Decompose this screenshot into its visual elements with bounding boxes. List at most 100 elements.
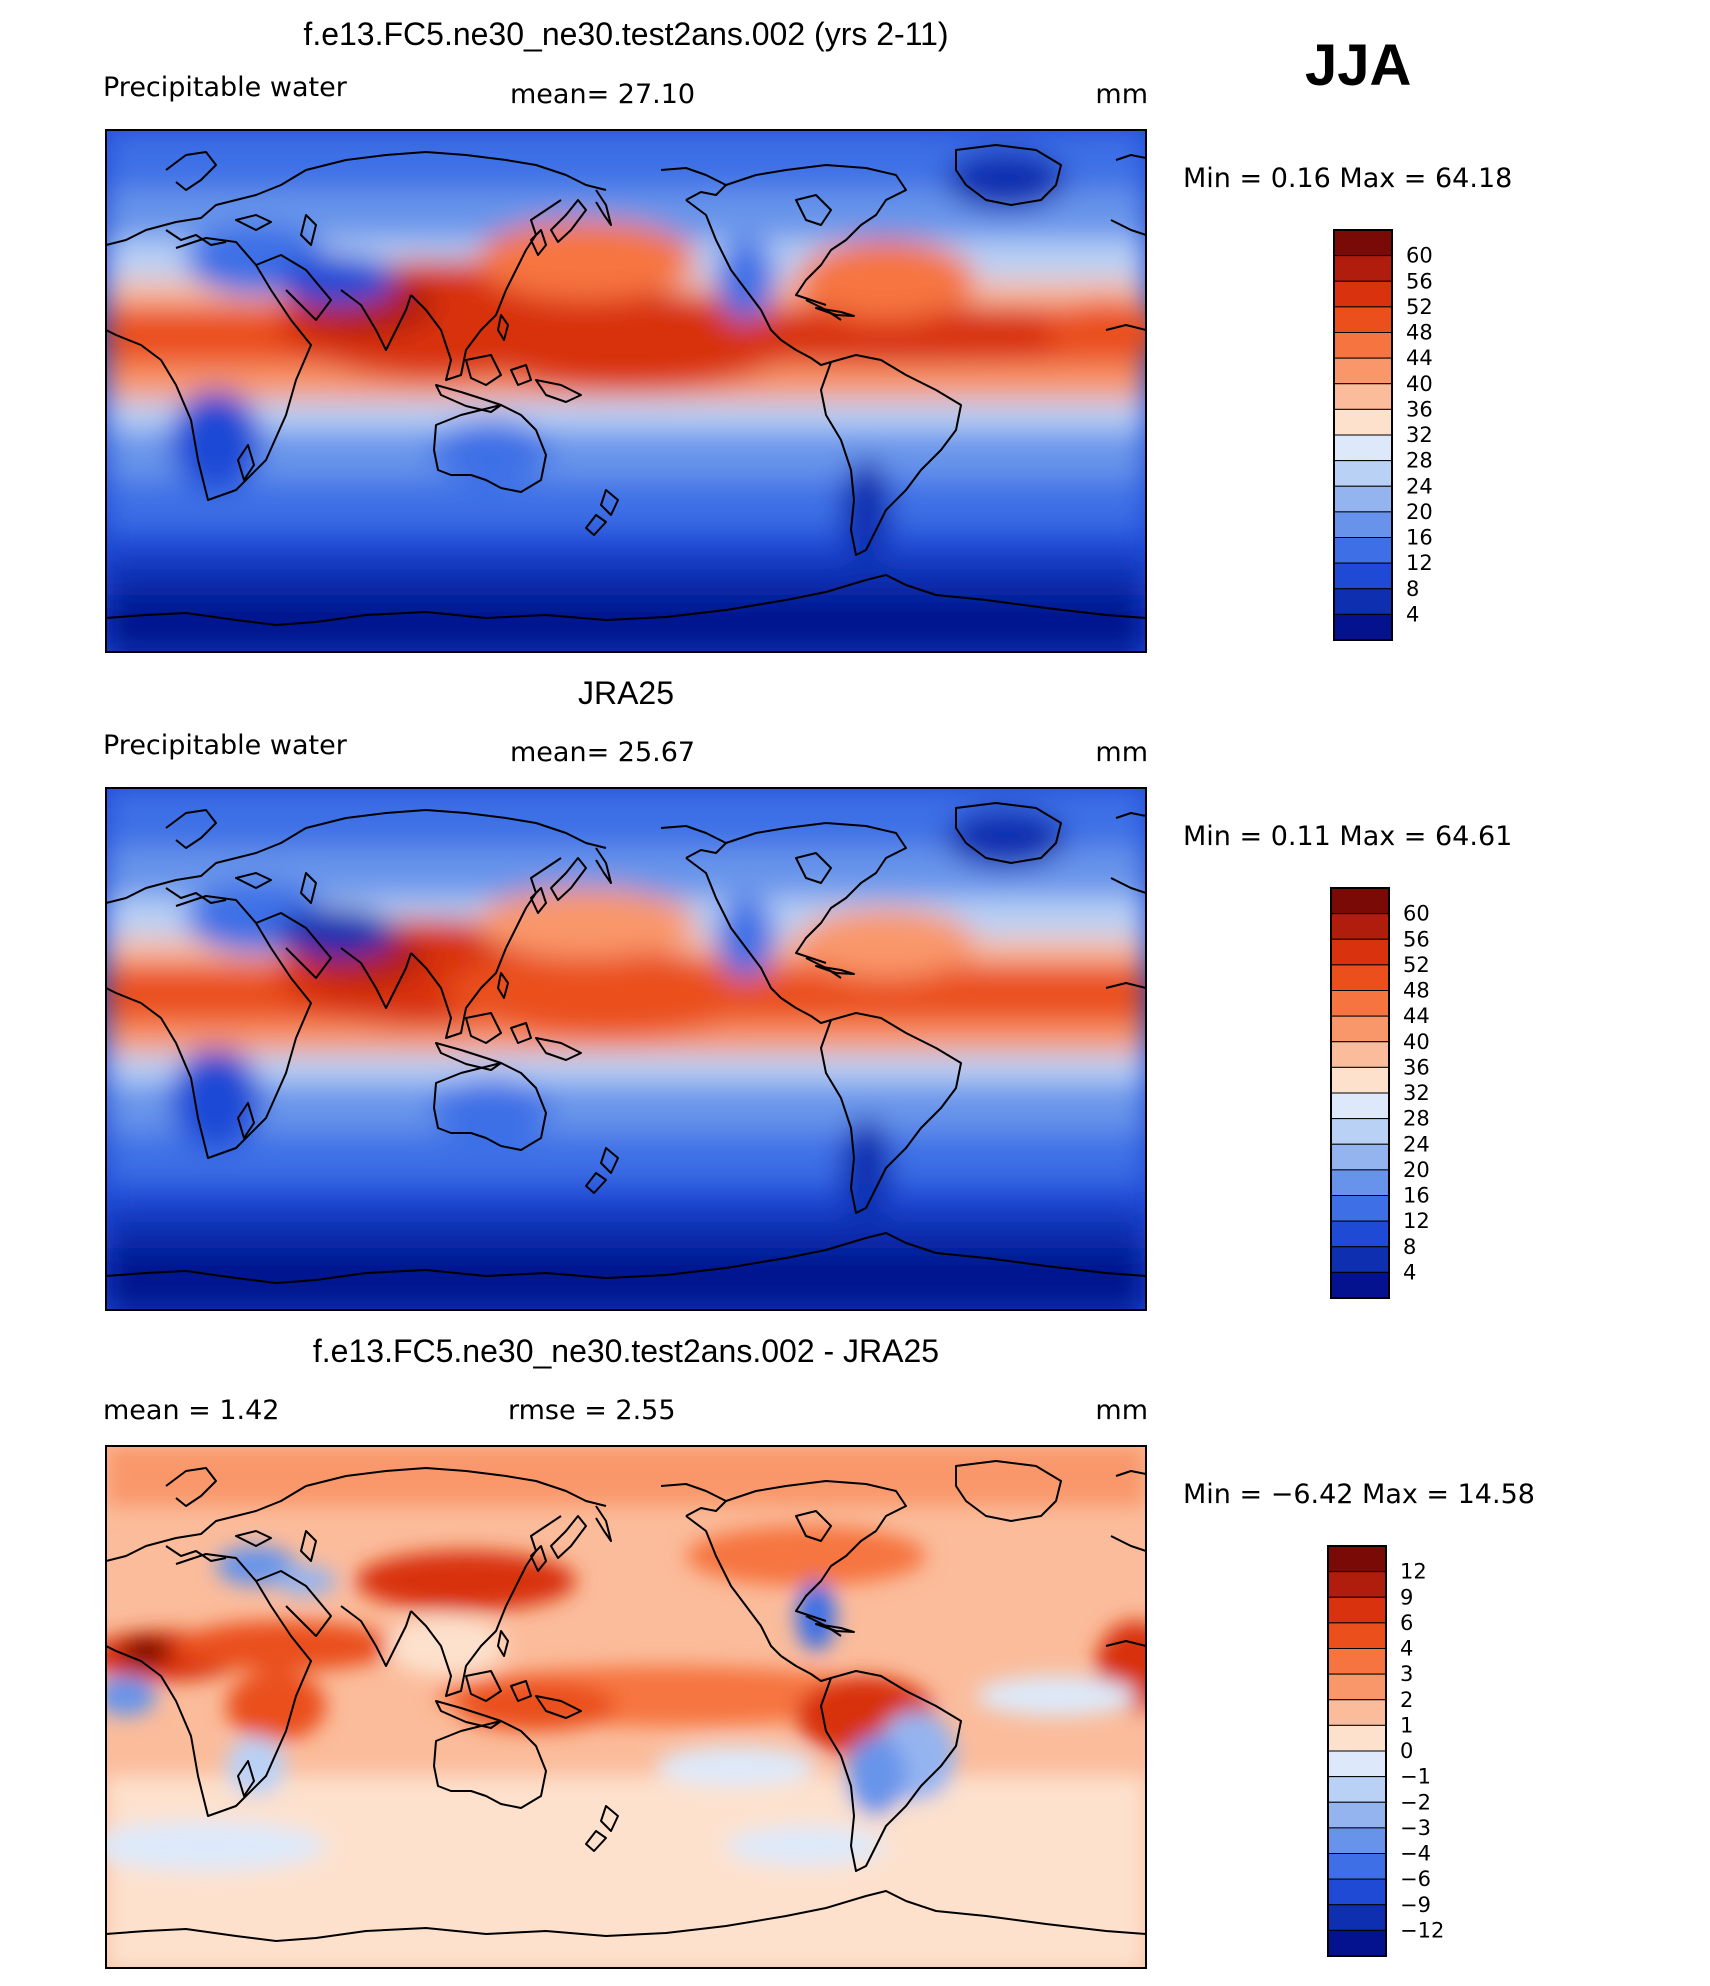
colorbar-swatch [1327, 1724, 1387, 1752]
colorbar-swatch [1327, 1648, 1387, 1675]
colorbar-swatch [1327, 1545, 1387, 1573]
variable-label: Precipitable water [103, 730, 348, 761]
colorbar-tick-label: 60 [1406, 244, 1433, 268]
map-field [106, 788, 1146, 1310]
colorbar-swatch [1327, 1929, 1387, 1957]
panel-obs: JRA25 Precipitable water mean= 25.67 mm … [103, 675, 1512, 1311]
colorbar-swatch [1333, 537, 1393, 564]
colorbar-swatch [1333, 460, 1393, 487]
mean-label: mean= 27.10 [510, 79, 695, 110]
colorbar-swatch [1333, 562, 1393, 590]
colorbar-swatch [1330, 1015, 1390, 1043]
colorbar-frame [1330, 887, 1390, 1299]
colorbar-swatch [1330, 964, 1390, 991]
rmse-label: rmse = 2.55 [508, 1395, 676, 1426]
colorbar-tick-label: 12 [1403, 1209, 1430, 1233]
mean-label: mean = 1.42 [103, 1395, 279, 1426]
colorbar-tick-label: 60 [1403, 902, 1430, 926]
panel-model: f.e13.FC5.ne30_ne30.test2ans.002 (yrs 2-… [103, 16, 1512, 653]
colorbar-swatch [1333, 434, 1393, 462]
colorbar-swatch [1333, 357, 1393, 385]
colorbar-tick-label: −6 [1400, 1867, 1431, 1891]
colorbar-swatch [1333, 332, 1393, 359]
colorbar-tick-label: 36 [1406, 397, 1433, 421]
colorbar-tick-label: 32 [1403, 1081, 1430, 1105]
colorbar-tick-label: −2 [1400, 1790, 1431, 1814]
colorbar-tick-label: 56 [1403, 927, 1430, 951]
colorbar-tick-label: −9 [1400, 1893, 1431, 1917]
minmax-label: Min = 0.16 Max = 64.18 [1183, 163, 1512, 194]
colorbar-swatch [1333, 383, 1393, 410]
colorbar-tick-label: 16 [1403, 1184, 1430, 1208]
colorbar-swatch [1330, 913, 1390, 940]
map-field [106, 130, 1146, 652]
panel-diff: f.e13.FC5.ne30_ne30.test2ans.002 - JRA25… [103, 1333, 1535, 1969]
units-label: mm [1095, 79, 1148, 110]
colorbar-tick-label: 2 [1400, 1688, 1413, 1712]
colorbar-swatch [1330, 887, 1390, 915]
colorbar-tick-label: −12 [1400, 1918, 1444, 1942]
colorbar-tick-label: 48 [1403, 979, 1430, 1003]
colorbar-tick-label: 28 [1403, 1107, 1430, 1131]
panel-title: f.e13.FC5.ne30_ne30.test2ans.002 - JRA25 [313, 1333, 939, 1369]
colorbar-tick-label: 52 [1403, 953, 1430, 977]
colorbar-tick-label: 1 [1400, 1713, 1413, 1737]
colorbar-tick-label: 16 [1406, 526, 1433, 550]
colorbar-swatch [1330, 1143, 1390, 1171]
colorbar-swatch [1333, 485, 1393, 513]
colorbar-tick-label: 44 [1406, 346, 1433, 370]
colorbar-swatch [1330, 1041, 1390, 1068]
colorbar-tick-label: −1 [1400, 1765, 1431, 1789]
colorbar-swatch [1330, 938, 1390, 966]
colorbar-tick-label: 8 [1403, 1235, 1416, 1259]
colorbar-tick-label: 6 [1400, 1611, 1413, 1635]
colorbar-frame [1333, 229, 1393, 641]
units-label: mm [1095, 1395, 1148, 1426]
colorbar-tick-label: 28 [1406, 449, 1433, 473]
colorbar-swatch [1327, 1750, 1387, 1778]
colorbar-swatch [1327, 1571, 1387, 1598]
colorbar-swatch [1330, 1195, 1390, 1222]
colorbar-tick-label: 0 [1400, 1739, 1413, 1763]
panel-title: JRA25 [578, 675, 674, 711]
colorbar-tick-label: 24 [1406, 474, 1433, 498]
colorbar-tick-label: 12 [1406, 551, 1433, 575]
colorbar-frame [1327, 1545, 1387, 1957]
colorbar-tick-label: 32 [1406, 423, 1433, 447]
panel-title: f.e13.FC5.ne30_ne30.test2ans.002 (yrs 2-… [303, 16, 948, 52]
colorbar-swatch [1333, 306, 1393, 333]
colorbar-swatch [1333, 408, 1393, 436]
colorbar-tick-label: 44 [1403, 1004, 1430, 1028]
minmax-label: Min = −6.42 Max = 14.58 [1183, 1479, 1535, 1510]
colorbar-swatch [1327, 1801, 1387, 1829]
season-label: JJA [1305, 33, 1411, 98]
colorbar-swatch [1330, 990, 1390, 1017]
colorbar-swatch [1330, 1271, 1390, 1299]
colorbar-tick-label: 8 [1406, 577, 1419, 601]
colorbar-swatch [1330, 1092, 1390, 1120]
colorbar-swatch [1333, 229, 1393, 257]
colorbar-tick-label: 4 [1400, 1637, 1413, 1661]
colorbar-tick-label: 40 [1403, 1030, 1430, 1054]
colorbar-tick-label: 9 [1400, 1585, 1413, 1609]
colorbar-tick-label: −3 [1400, 1816, 1431, 1840]
colorbar-tick-label: 36 [1403, 1055, 1430, 1079]
colorbar-swatch [1327, 1904, 1387, 1931]
colorbar-tick-label: 52 [1406, 295, 1433, 319]
colorbar-tick-label: 20 [1403, 1158, 1430, 1182]
colorbar-swatch [1333, 588, 1393, 615]
colorbar-swatch [1333, 613, 1393, 641]
colorbar-tick-label: 40 [1406, 372, 1433, 396]
colorbar-swatch [1327, 1699, 1387, 1726]
mean-label: mean= 25.67 [510, 737, 695, 768]
colorbar-tick-label: 4 [1403, 1260, 1416, 1284]
colorbar-swatch [1327, 1853, 1387, 1880]
colorbar-swatch [1330, 1118, 1390, 1145]
colorbar-tick-label: 12 [1400, 1560, 1427, 1584]
minmax-label: Min = 0.11 Max = 64.61 [1183, 821, 1512, 852]
colorbar-swatch [1330, 1220, 1390, 1248]
colorbar-swatch [1333, 511, 1393, 538]
colorbar-swatch [1327, 1673, 1387, 1701]
